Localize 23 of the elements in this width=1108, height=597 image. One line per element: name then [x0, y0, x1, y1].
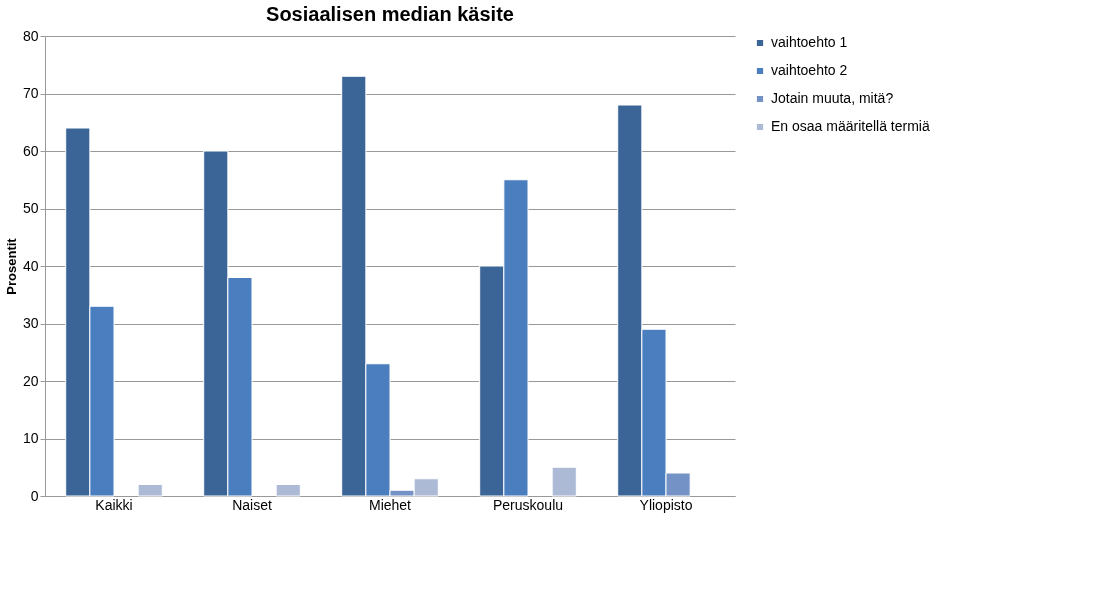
y-tick-label: 40 [22, 257, 39, 274]
y-tick-label: 10 [22, 430, 39, 446]
legend-label: Jotain muuta, mitä? [771, 90, 894, 106]
y-tick-label: 30 [22, 315, 39, 331]
bar [137, 484, 163, 497]
x-tick-label: Miehet [368, 496, 412, 513]
y-tick-label: 0 [30, 487, 39, 504]
x-tick-label: Naiset [232, 496, 272, 513]
y-tick-label: 80 [22, 27, 39, 44]
legend-label: En osaa määritellä termiä [771, 118, 930, 134]
y-tick-label: 70 [22, 85, 39, 101]
y-tick-label: 20 [22, 372, 39, 389]
y-tick-label: 60 [22, 142, 39, 159]
x-tick-label: Kaikki [95, 496, 133, 513]
x-tick-label: Peruskoulu [492, 496, 564, 513]
y-tick-label: 50 [22, 200, 39, 216]
bar [551, 466, 577, 497]
y-axis-title: Prosentit [3, 237, 19, 295]
chart-title: Sosiaalisen median käsite [266, 3, 514, 25]
legend-label: vaihtoehto 1 [771, 34, 848, 50]
x-tick-label: Yliopisto [639, 496, 693, 513]
bar [275, 484, 301, 497]
legend-label: vaihtoehto 2 [771, 62, 848, 78]
